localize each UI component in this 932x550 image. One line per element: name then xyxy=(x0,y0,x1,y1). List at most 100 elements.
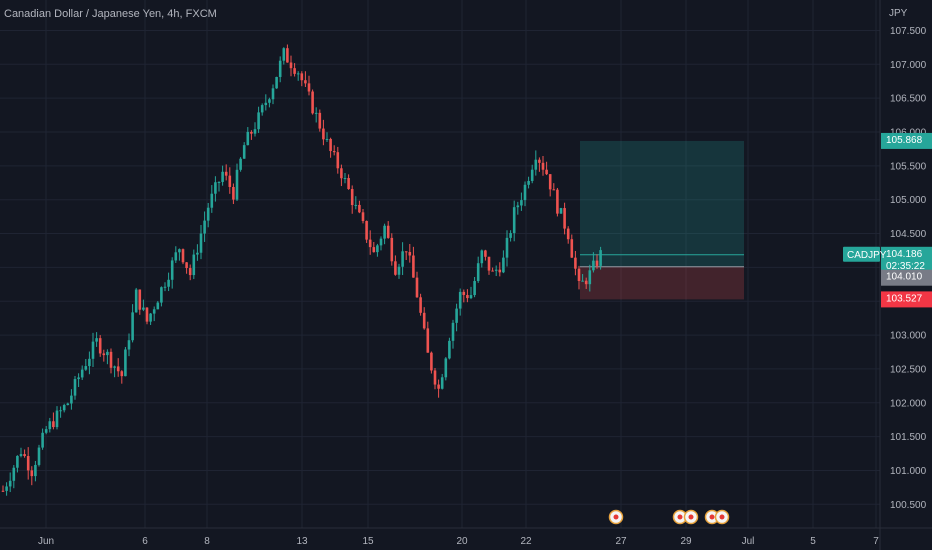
candle[interactable] xyxy=(358,200,361,214)
candle[interactable] xyxy=(260,103,264,116)
candle[interactable] xyxy=(379,236,383,251)
candle[interactable] xyxy=(574,250,577,276)
candle[interactable] xyxy=(296,71,300,81)
candle[interactable] xyxy=(304,71,307,87)
candle[interactable] xyxy=(163,282,167,292)
candle[interactable] xyxy=(505,230,509,267)
candle[interactable] xyxy=(70,389,73,410)
candle[interactable] xyxy=(30,466,34,486)
candle[interactable] xyxy=(325,132,329,142)
candle[interactable] xyxy=(138,289,142,315)
candle[interactable] xyxy=(203,211,206,242)
candle[interactable] xyxy=(466,289,469,303)
candle[interactable] xyxy=(433,368,437,390)
candle[interactable] xyxy=(307,75,311,96)
candle[interactable] xyxy=(170,257,174,289)
candle[interactable] xyxy=(16,455,19,473)
candle[interactable] xyxy=(534,150,538,176)
candle[interactable] xyxy=(383,223,386,245)
candle[interactable] xyxy=(437,379,440,398)
candle[interactable] xyxy=(512,200,516,242)
candle[interactable] xyxy=(318,109,322,132)
candle[interactable] xyxy=(523,181,527,207)
candle[interactable] xyxy=(91,332,95,367)
candle[interactable] xyxy=(343,173,347,184)
candle[interactable] xyxy=(340,164,343,187)
candle[interactable] xyxy=(397,263,401,279)
candle[interactable] xyxy=(48,417,52,433)
candle[interactable] xyxy=(12,465,16,489)
candle[interactable] xyxy=(599,246,602,270)
candle[interactable] xyxy=(228,167,232,194)
candle[interactable] xyxy=(214,176,217,202)
candle[interactable] xyxy=(192,249,196,280)
candle[interactable] xyxy=(34,460,37,482)
candle[interactable] xyxy=(314,107,318,123)
candle[interactable] xyxy=(592,252,595,273)
candle[interactable] xyxy=(55,406,59,430)
candle[interactable] xyxy=(124,346,127,377)
candle[interactable] xyxy=(444,357,448,381)
candle[interactable] xyxy=(271,84,275,105)
candle[interactable] xyxy=(408,243,412,263)
candle[interactable] xyxy=(581,274,584,282)
candle[interactable] xyxy=(556,187,559,217)
economic-event-icon[interactable] xyxy=(704,509,720,525)
candle[interactable] xyxy=(59,406,62,418)
candle[interactable] xyxy=(156,301,160,310)
candle[interactable] xyxy=(19,447,23,458)
candle[interactable] xyxy=(354,196,358,210)
economic-event-icon[interactable] xyxy=(672,509,688,525)
candle[interactable] xyxy=(102,349,106,362)
candle[interactable] xyxy=(142,299,145,312)
candle[interactable] xyxy=(174,246,178,263)
candle[interactable] xyxy=(311,89,314,115)
candle[interactable] xyxy=(80,365,84,380)
candle[interactable] xyxy=(350,185,354,214)
candle[interactable] xyxy=(347,174,350,190)
candle[interactable] xyxy=(480,249,484,268)
candle[interactable] xyxy=(484,249,487,261)
candle[interactable] xyxy=(206,203,210,228)
candle[interactable] xyxy=(221,165,224,186)
candle[interactable] xyxy=(199,224,203,260)
candle[interactable] xyxy=(109,348,113,374)
candle[interactable] xyxy=(469,286,473,300)
candle[interactable] xyxy=(257,106,260,133)
candle[interactable] xyxy=(66,402,70,406)
candle[interactable] xyxy=(167,272,170,292)
candle[interactable] xyxy=(41,428,44,450)
candle[interactable] xyxy=(376,243,379,257)
candle[interactable] xyxy=(473,277,476,298)
candle[interactable] xyxy=(448,337,451,360)
candle[interactable] xyxy=(520,192,523,211)
economic-event-icon[interactable] xyxy=(714,509,730,525)
candle[interactable] xyxy=(462,289,466,303)
candle[interactable] xyxy=(487,256,491,275)
candle[interactable] xyxy=(415,271,419,298)
candle[interactable] xyxy=(134,287,138,313)
candle[interactable] xyxy=(289,55,293,77)
candle[interactable] xyxy=(181,248,185,265)
candle[interactable] xyxy=(300,71,304,87)
candle[interactable] xyxy=(8,472,12,493)
candle[interactable] xyxy=(268,97,271,108)
candle[interactable] xyxy=(185,262,188,274)
candle[interactable] xyxy=(440,373,444,390)
candle[interactable] xyxy=(224,164,228,181)
candle[interactable] xyxy=(278,56,282,83)
candle[interactable] xyxy=(401,242,404,276)
candle[interactable] xyxy=(131,304,134,343)
candle[interactable] xyxy=(502,250,505,274)
candle[interactable] xyxy=(422,307,426,330)
candle[interactable] xyxy=(149,312,152,325)
candle[interactable] xyxy=(494,265,498,277)
loss-zone[interactable] xyxy=(580,266,744,300)
candle[interactable] xyxy=(332,145,336,156)
candle[interactable] xyxy=(113,365,116,378)
candle[interactable] xyxy=(253,122,257,137)
candle[interactable] xyxy=(390,233,394,266)
candle[interactable] xyxy=(127,333,131,357)
candle[interactable] xyxy=(188,264,192,281)
